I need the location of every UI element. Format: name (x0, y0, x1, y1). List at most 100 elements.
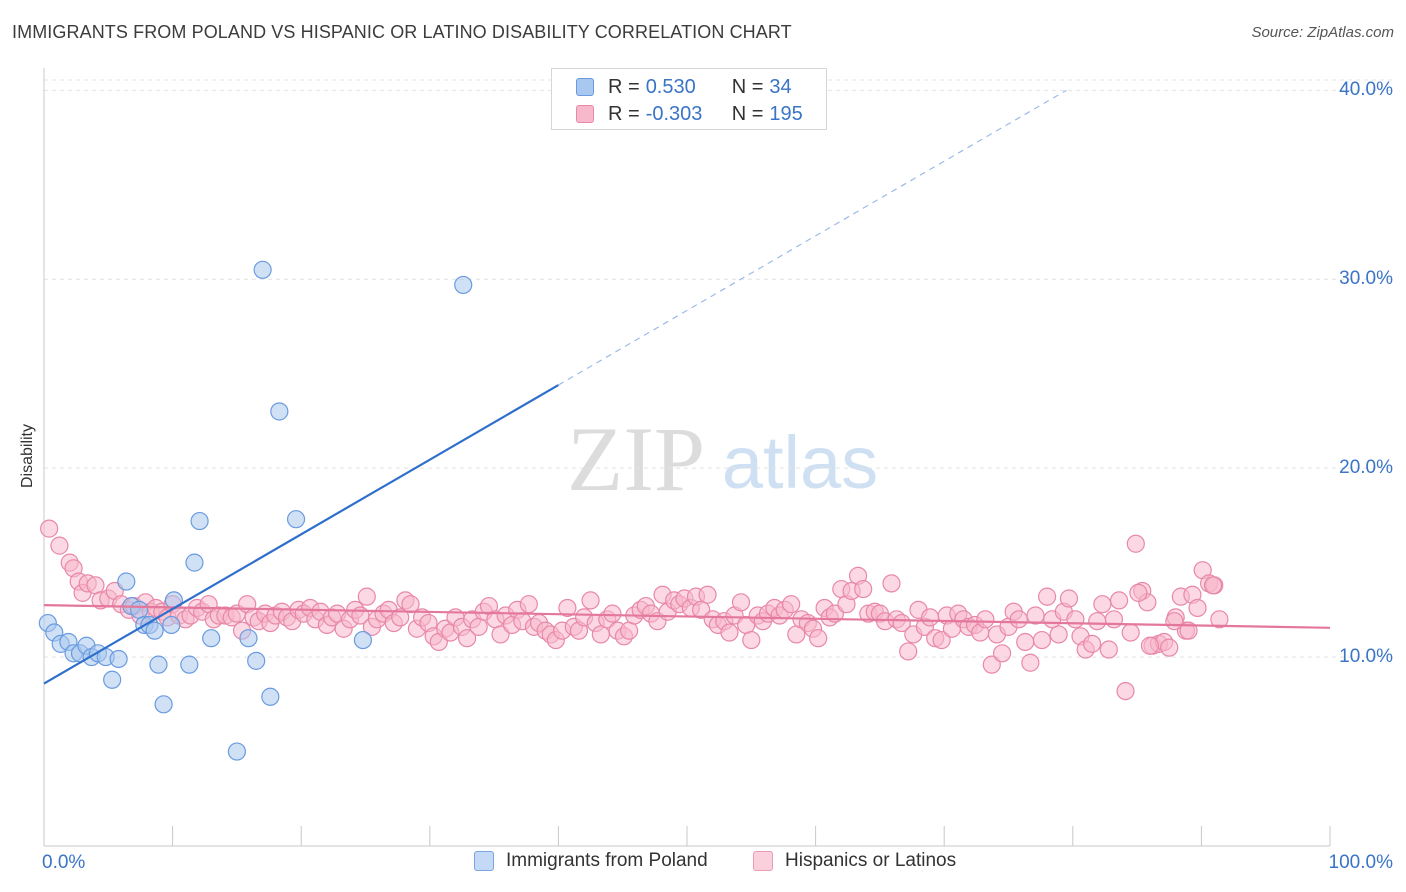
chart-title: IMMIGRANTS FROM POLAND VS HISPANIC OR LA… (12, 22, 792, 42)
hispanic-point (1203, 576, 1223, 595)
hispanic-point (809, 629, 828, 648)
hispanic-point (854, 579, 873, 599)
hispanic-point (731, 593, 751, 612)
hispanic-point (1121, 623, 1140, 642)
hispanic-point (1126, 534, 1145, 553)
poland-point (180, 655, 199, 674)
legend-row-poland: R = 0.530 N = 34 (576, 74, 792, 100)
legend-r-label: R = (608, 102, 640, 125)
y-tick-label: 40.0% (1339, 79, 1393, 101)
hispanic-point (1066, 610, 1085, 629)
poland-point (190, 511, 209, 531)
bottom-legend-label: Immigrants from Poland (506, 850, 708, 871)
hispanic-point (620, 621, 639, 640)
hispanic-point (1049, 625, 1068, 644)
hispanic-point (50, 536, 69, 555)
hispanic-point (1059, 589, 1079, 608)
poland-point (162, 615, 181, 635)
hispanic-point (1099, 640, 1118, 659)
watermark-zip: ZIP (567, 408, 705, 510)
hispanic-point (603, 604, 622, 623)
hispanic-point (920, 608, 940, 627)
hispanic-point (40, 519, 59, 538)
hispanic-point (698, 585, 717, 604)
hispanic-point (1088, 612, 1107, 631)
bottom-legend-swatch-poland (474, 851, 494, 871)
hispanic-point (1093, 595, 1112, 614)
hispanic-point (1016, 632, 1035, 652)
bottom-legend-poland: Immigrants from Poland (474, 850, 708, 872)
poland-point (154, 695, 173, 714)
hispanic-trend-line (43, 604, 1331, 629)
legend-row-hispanic: R = -0.303 N = 195 (576, 101, 803, 127)
y-tick-label: 20.0% (1339, 457, 1393, 479)
hispanic-point (1082, 634, 1102, 653)
poland-point (103, 670, 122, 689)
poland-point (185, 553, 204, 572)
legend-r-value: -0.303 (645, 102, 703, 125)
legend-n-value: 195 (769, 102, 803, 125)
hispanic-point (86, 576, 105, 595)
correlation-legend: R = 0.530 N = 34 R = -0.303 N = 195 (551, 68, 827, 130)
legend-r-label: R = (608, 75, 640, 98)
watermark-atlas: atlas (722, 421, 878, 504)
hispanic-point (1009, 610, 1028, 629)
hispanic-point (1116, 681, 1135, 701)
hispanic-point (558, 598, 577, 618)
poland-point (130, 600, 149, 619)
legend-n-value: 34 (769, 75, 792, 98)
hispanic-point (982, 655, 1001, 674)
hispanic-point (899, 642, 918, 661)
hispanic-point (1140, 636, 1160, 655)
chart-source: Source: ZipAtlas.com (1251, 24, 1394, 41)
legend-swatch-poland (576, 78, 594, 96)
poland-point (117, 572, 136, 591)
hispanic-point (1032, 630, 1052, 650)
hispanic-point (882, 574, 901, 593)
hispanic-point (892, 613, 911, 633)
poland-point (454, 275, 473, 295)
hispanic-point (581, 591, 600, 610)
hispanic-point (401, 595, 420, 614)
hispanic-point (1021, 653, 1040, 672)
legend-swatch-hispanic (576, 105, 594, 123)
bottom-legend-swatch-hispanic (753, 851, 773, 871)
poland-point (202, 629, 221, 648)
legend-r-value: 0.530 (645, 75, 696, 98)
poland-point (149, 655, 168, 674)
poland-point (247, 651, 266, 670)
hispanic-point (1160, 638, 1179, 657)
x-tick-label-min: 0.0% (42, 852, 86, 873)
hispanic-point (782, 595, 801, 614)
hispanic-point (1037, 587, 1057, 606)
poland-trend-line (43, 384, 559, 685)
poland-point (270, 402, 289, 421)
y-tick-label: 10.0% (1339, 646, 1393, 668)
poland-point (353, 630, 373, 650)
hispanic-point (992, 644, 1012, 663)
hispanic-point (469, 617, 488, 636)
hispanic-point (720, 623, 739, 642)
poland-trend-extension (558, 89, 1067, 386)
poland-point (145, 621, 164, 640)
hispanic-point (591, 625, 610, 644)
poland-point (239, 629, 258, 648)
poland-point (261, 687, 280, 706)
hispanic-point (457, 629, 477, 648)
hispanic-point (1104, 610, 1124, 629)
poland-point (109, 649, 128, 669)
poland-point (227, 742, 246, 761)
legend-n-label: N = (731, 75, 764, 98)
legend-n-label: N = (731, 102, 764, 125)
hispanic-point (357, 587, 376, 606)
bottom-legend-hispanic: Hispanics or Latinos (753, 850, 956, 872)
hispanic-point (976, 610, 995, 629)
hispanic-point (519, 595, 538, 614)
poland-point (253, 260, 272, 279)
hispanic-point (1129, 583, 1148, 602)
y-tick-label: 30.0% (1339, 268, 1393, 290)
hispanic-point (932, 630, 951, 650)
poland-point (286, 510, 306, 529)
bottom-legend-label: Hispanics or Latinos (785, 850, 957, 871)
